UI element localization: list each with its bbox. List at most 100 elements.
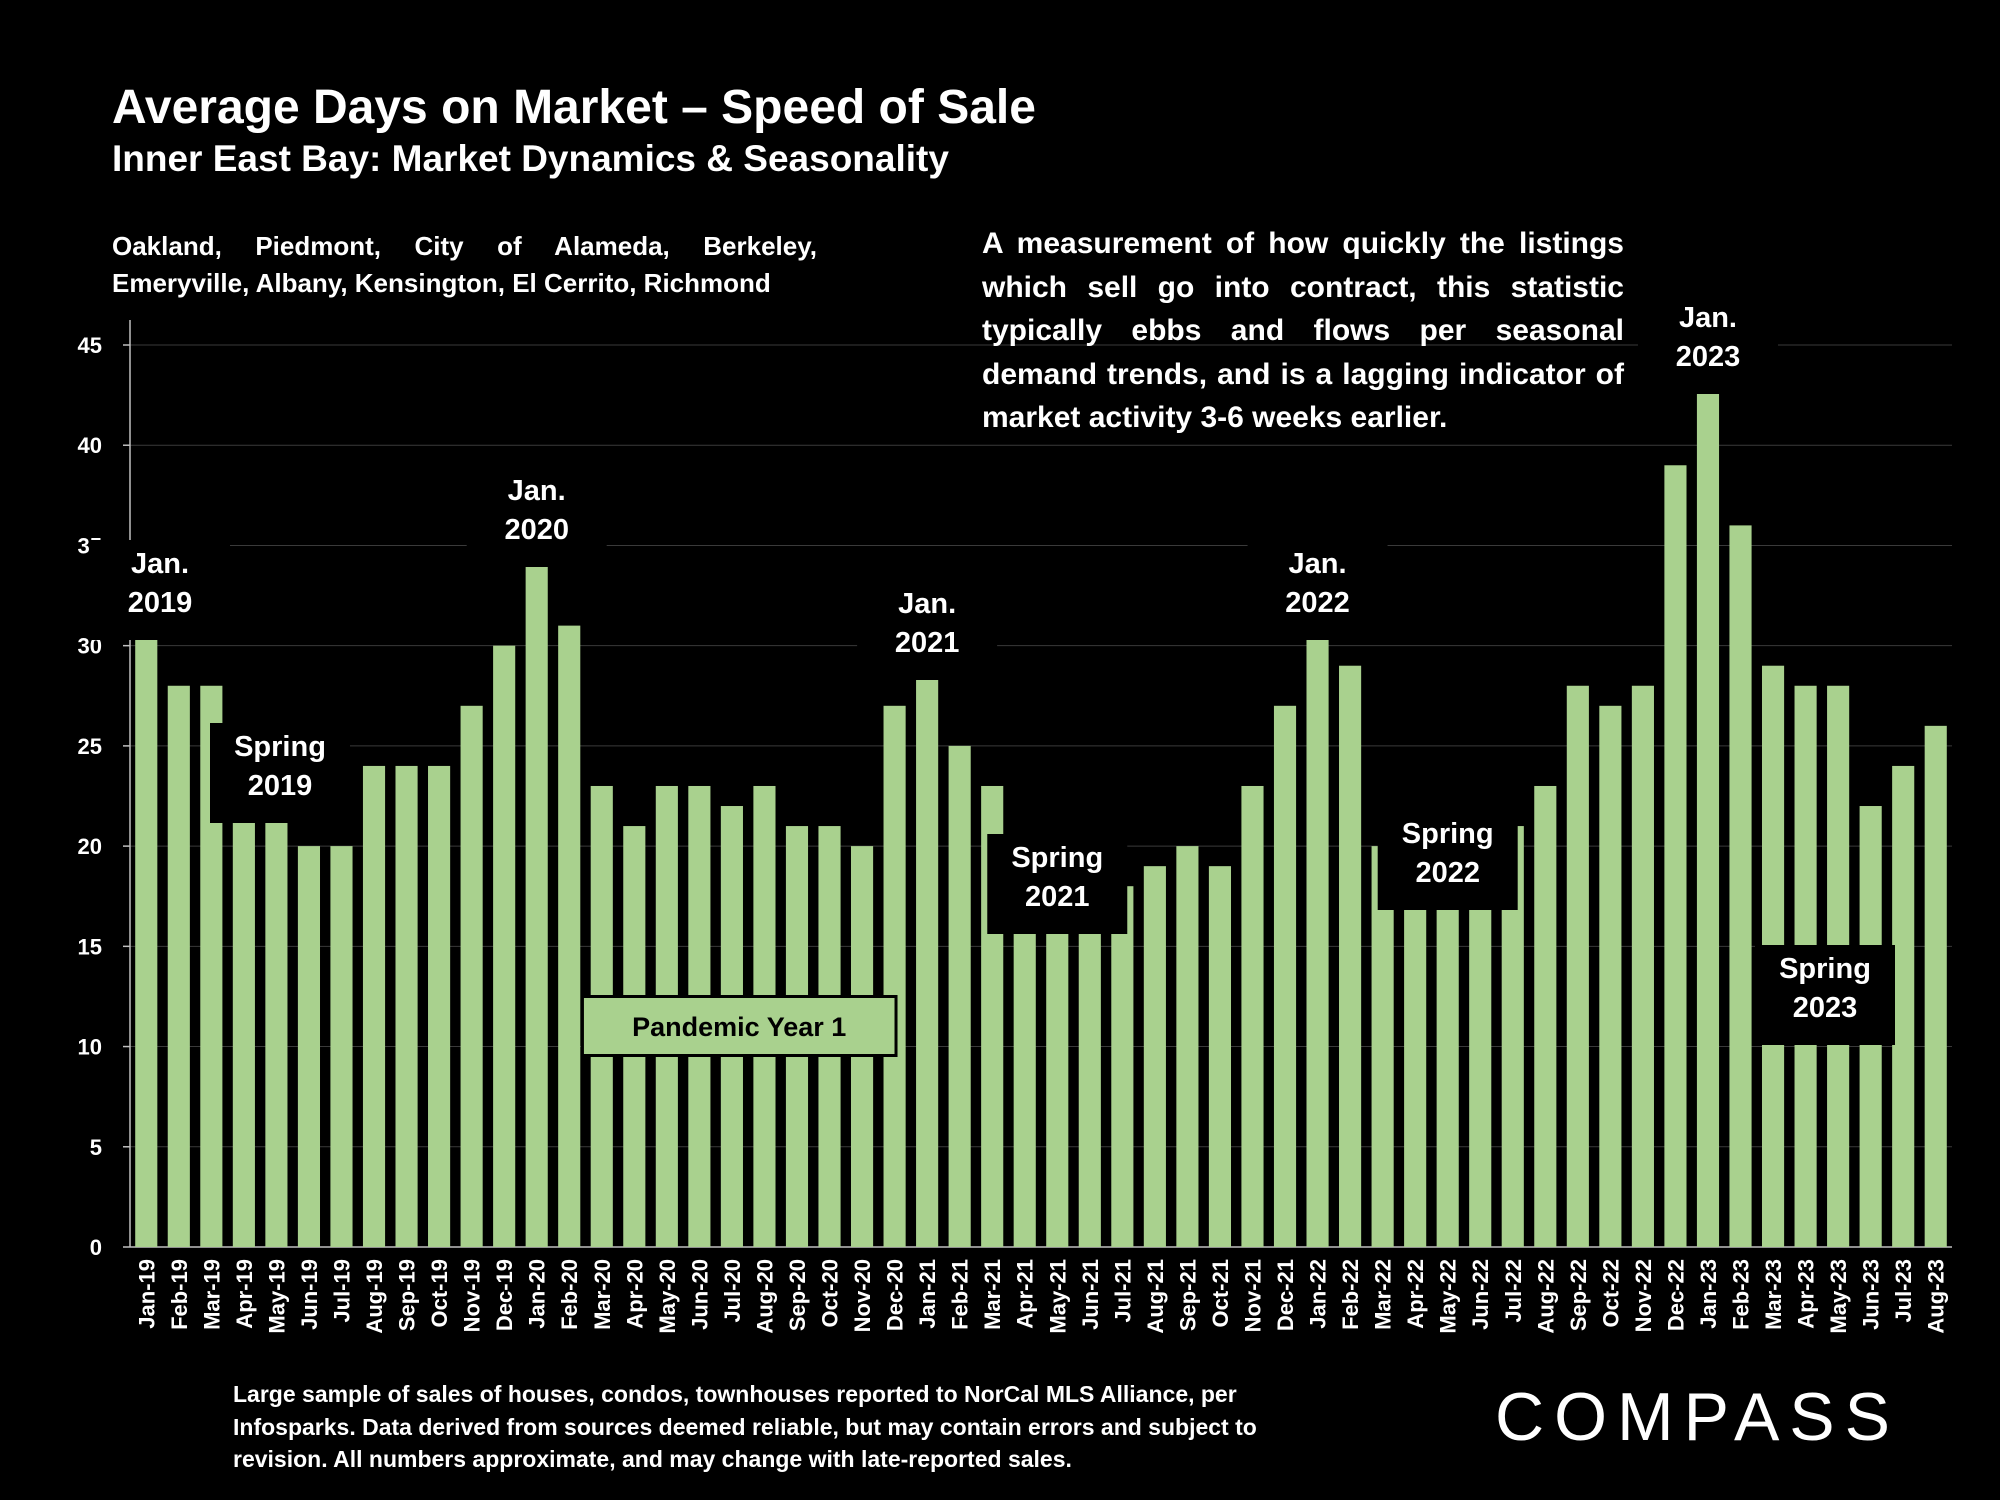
x-category-label: Sep-21 xyxy=(1175,1259,1200,1331)
x-category-label: Feb-23 xyxy=(1729,1259,1754,1330)
bar xyxy=(362,765,386,1247)
annotation-label: 2020 xyxy=(504,514,569,546)
chart-subtitle: Inner East Bay: Market Dynamics & Season… xyxy=(112,138,949,179)
bar xyxy=(1306,585,1329,1247)
bar xyxy=(330,846,353,1247)
x-category-label: Apr-23 xyxy=(1794,1259,1819,1329)
y-tick-label: 0 xyxy=(90,1235,102,1260)
annotation-label: Spring xyxy=(1779,953,1871,985)
band-box xyxy=(583,998,895,1054)
bar xyxy=(1404,886,1427,1247)
annotation-label: 2023 xyxy=(1676,341,1741,373)
bar xyxy=(1273,705,1297,1247)
pandemic-label: Pandemic Year 1 xyxy=(632,1012,846,1042)
annotation-label: 2023 xyxy=(1793,992,1858,1024)
bar xyxy=(1241,785,1264,1247)
x-category-label: Jul-20 xyxy=(720,1259,745,1323)
bar xyxy=(1111,886,1134,1247)
bar xyxy=(1501,826,1524,1247)
x-category-label: Jun-22 xyxy=(1468,1259,1493,1330)
bar xyxy=(265,806,288,1247)
bar xyxy=(525,505,548,1247)
bar xyxy=(1339,665,1362,1247)
bar xyxy=(1729,525,1752,1247)
bar xyxy=(1924,725,1947,1247)
bar xyxy=(1208,866,1232,1247)
bar xyxy=(1469,866,1492,1247)
y-tick-label: 45 xyxy=(78,333,102,358)
x-category-label: Oct-21 xyxy=(1208,1259,1233,1327)
x-category-label: Aug-22 xyxy=(1533,1259,1558,1334)
x-category-label: Apr-22 xyxy=(1403,1259,1428,1329)
bar xyxy=(1078,906,1101,1247)
x-category-label: Oct-22 xyxy=(1598,1259,1623,1327)
bar xyxy=(558,625,581,1247)
annotation-background xyxy=(466,467,607,567)
bar xyxy=(948,745,971,1247)
bar xyxy=(1046,926,1069,1247)
bar xyxy=(1566,685,1589,1247)
x-category-label: Jan-22 xyxy=(1306,1259,1331,1329)
annotation-label: 2019 xyxy=(128,587,193,619)
x-category-label: Nov-20 xyxy=(850,1259,875,1332)
x-category-label: Sep-19 xyxy=(395,1259,420,1331)
x-category-label: Mar-23 xyxy=(1761,1259,1786,1330)
x-category-label: Aug-23 xyxy=(1924,1259,1949,1334)
x-category-label: Apr-20 xyxy=(622,1259,647,1329)
annotation-background xyxy=(210,723,350,823)
bar xyxy=(883,705,906,1247)
x-category-label: Jan-23 xyxy=(1696,1259,1721,1329)
source-footnote: Large sample of sales of houses, condos,… xyxy=(233,1381,1257,1472)
bar xyxy=(1436,886,1459,1247)
annotation-label: Spring xyxy=(1011,842,1103,874)
x-category-label: Jul-21 xyxy=(1110,1259,1135,1323)
bar xyxy=(460,705,483,1247)
x-category-label: Nov-22 xyxy=(1631,1259,1656,1332)
annotation-background xyxy=(1755,945,1895,1045)
annotation-label: Jan. xyxy=(508,475,566,507)
y-tick-label: 25 xyxy=(78,734,102,759)
x-category-label: May-21 xyxy=(1045,1259,1070,1334)
annotation-background xyxy=(90,540,230,640)
bar xyxy=(1631,685,1654,1247)
bar xyxy=(200,685,223,1247)
bar xyxy=(135,585,158,1247)
x-category-label: Jun-23 xyxy=(1859,1259,1884,1330)
x-category-label: Nov-21 xyxy=(1240,1259,1265,1332)
annotation-background xyxy=(1637,294,1778,394)
x-category-label: Mar-22 xyxy=(1371,1259,1396,1330)
bar xyxy=(493,645,516,1247)
y-tick-label: 40 xyxy=(78,433,102,458)
x-category-label: Mar-19 xyxy=(199,1259,224,1330)
x-category-label: Oct-20 xyxy=(818,1259,843,1327)
bar xyxy=(1664,465,1687,1247)
x-category-label: Feb-22 xyxy=(1338,1259,1363,1330)
bar xyxy=(167,685,190,1247)
annotation-label: 2022 xyxy=(1415,857,1480,889)
bar xyxy=(1013,886,1036,1247)
bar xyxy=(916,625,939,1247)
x-category-label: Mar-20 xyxy=(590,1259,615,1330)
x-category-label: Feb-19 xyxy=(167,1259,192,1330)
x-category-label: May-19 xyxy=(264,1259,289,1334)
y-tick-label: 5 xyxy=(90,1135,102,1160)
description-text: A measurement of how quickly the listing… xyxy=(982,227,1624,434)
chart-title: Average Days on Market – Speed of Sale xyxy=(112,81,1036,134)
y-tick-label: 20 xyxy=(78,834,102,859)
x-category-label: Jun-19 xyxy=(297,1259,322,1330)
x-category-label: May-20 xyxy=(655,1259,680,1334)
compass-logo: COMPASS xyxy=(1495,1379,1901,1455)
annotation-label: Spring xyxy=(1402,818,1494,850)
x-category-label: Oct-19 xyxy=(427,1259,452,1327)
x-category-label: Jun-20 xyxy=(687,1259,712,1330)
x-category-label: Sep-22 xyxy=(1566,1259,1591,1331)
bar xyxy=(1176,846,1199,1247)
x-category-label: May-23 xyxy=(1826,1259,1851,1334)
x-category-label: Aug-21 xyxy=(1143,1259,1168,1334)
bar xyxy=(428,765,451,1247)
x-category-label: Aug-19 xyxy=(362,1259,387,1334)
bar xyxy=(232,765,255,1247)
x-category-label: Feb-21 xyxy=(948,1259,973,1330)
x-category-label: Jul-22 xyxy=(1501,1259,1526,1323)
